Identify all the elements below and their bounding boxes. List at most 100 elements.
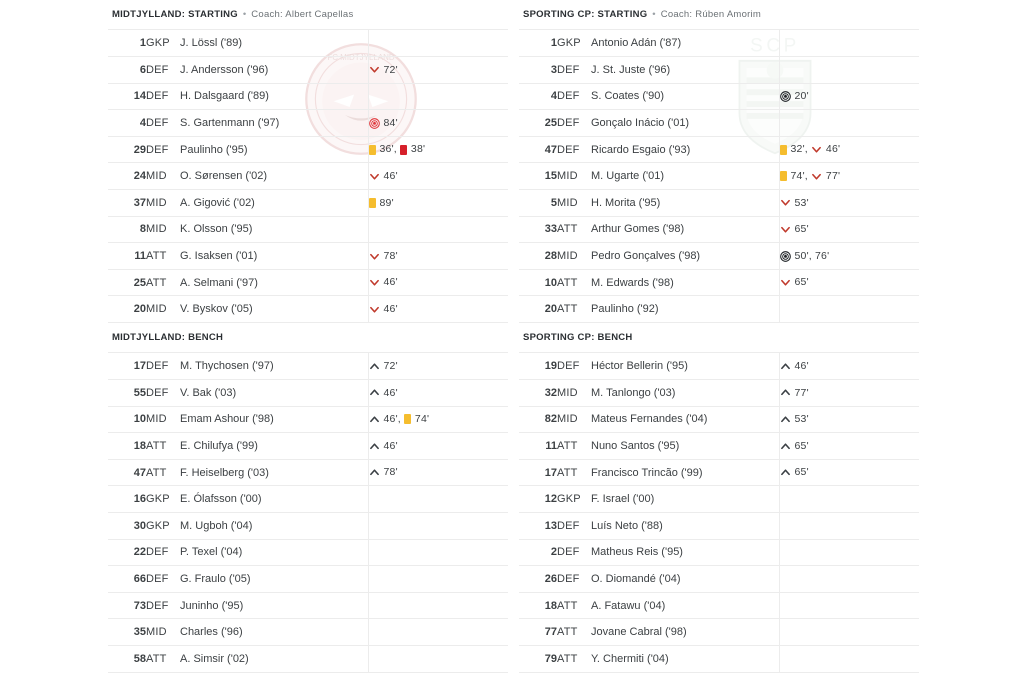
player-row[interactable]: 25 DEF Gonçalo Inácio ('01): [519, 109, 919, 137]
player-name[interactable]: Matheus Reis ('95): [591, 539, 779, 567]
player-name[interactable]: Paulinho ('95): [180, 136, 368, 164]
player-row[interactable]: 79 ATT Y. Chermiti ('04): [519, 645, 919, 673]
player-name[interactable]: A. Fatawu ('04): [591, 592, 779, 620]
player-name[interactable]: H. Morita ('95): [591, 189, 779, 217]
player-row[interactable]: 13 DEF Luís Neto ('88): [519, 512, 919, 540]
player-row[interactable]: 14 DEF H. Dalsgaard ('89): [108, 83, 508, 111]
player-row[interactable]: 29 DEF Paulinho ('95) 36', 38': [108, 136, 508, 164]
player-row[interactable]: 1 GKP Antonio Adán ('87): [519, 29, 919, 58]
sub-on-chevron-up-icon: [780, 441, 791, 452]
player-name[interactable]: Antonio Adán ('87): [591, 29, 779, 58]
player-row[interactable]: 32 MID M. Tanlongo ('03) 77': [519, 379, 919, 407]
player-name[interactable]: A. Gigović ('02): [180, 189, 368, 217]
player-name[interactable]: Charles ('96): [180, 618, 368, 646]
player-row[interactable]: 16 GKP E. Ólafsson ('00): [108, 485, 508, 513]
player-name[interactable]: O. Sørensen ('02): [180, 162, 368, 190]
player-name[interactable]: Y. Chermiti ('04): [591, 645, 779, 673]
player-row[interactable]: 10 ATT M. Edwards ('98) 65': [519, 269, 919, 297]
player-row[interactable]: 19 DEF Héctor Bellerin ('95) 46': [519, 352, 919, 380]
player-name[interactable]: J. Andersson ('96): [180, 56, 368, 84]
player-row[interactable]: 5 MID H. Morita ('95) 53': [519, 189, 919, 217]
event-minute: 46',: [383, 413, 401, 426]
player-name[interactable]: H. Dalsgaard ('89): [180, 83, 368, 111]
player-row[interactable]: 55 DEF V. Bak ('03) 46': [108, 379, 508, 407]
player-row[interactable]: 26 DEF O. Diomandé ('04): [519, 565, 919, 593]
player-name[interactable]: G. Fraulo ('05): [180, 565, 368, 593]
player-name[interactable]: O. Diomandé ('04): [591, 565, 779, 593]
player-name[interactable]: F. Israel ('00): [591, 485, 779, 513]
player-row[interactable]: 28 MID Pedro Gonçalves ('98) 50', 76': [519, 242, 919, 270]
player-name[interactable]: Francisco Trincão ('99): [591, 459, 779, 487]
player-row[interactable]: 11 ATT Nuno Santos ('95) 65': [519, 432, 919, 460]
player-name[interactable]: M. Tanlongo ('03): [591, 379, 779, 407]
player-number: 32: [519, 379, 557, 407]
player-row[interactable]: 4 DEF S. Coates ('90) 20': [519, 83, 919, 111]
player-row[interactable]: 47 ATT F. Heiselberg ('03) 78': [108, 459, 508, 487]
player-name[interactable]: Héctor Bellerin ('95): [591, 352, 779, 380]
player-name[interactable]: M. Ugarte ('01): [591, 162, 779, 190]
event-minute: 74': [414, 413, 430, 426]
player-name[interactable]: Nuno Santos ('95): [591, 432, 779, 460]
player-name[interactable]: K. Olsson ('95): [180, 216, 368, 244]
player-row[interactable]: 17 DEF M. Thychosen ('97) 72': [108, 352, 508, 380]
player-row[interactable]: 6 DEF J. Andersson ('96) 72': [108, 56, 508, 84]
player-name[interactable]: A. Simsir ('02): [180, 645, 368, 673]
player-row[interactable]: 20 MID V. Byskov ('05) 46': [108, 295, 508, 323]
player-name[interactable]: M. Edwards ('98): [591, 269, 779, 297]
player-row[interactable]: 15 MID M. Ugarte ('01) 74', 77': [519, 162, 919, 190]
player-name[interactable]: Ricardo Esgaio ('93): [591, 136, 779, 164]
player-position: MID: [146, 618, 180, 646]
player-row[interactable]: 2 DEF Matheus Reis ('95): [519, 539, 919, 567]
player-row[interactable]: 10 MID Emam Ashour ('98) 46', 74': [108, 406, 508, 434]
player-row[interactable]: 58 ATT A. Simsir ('02): [108, 645, 508, 673]
player-row[interactable]: 1 GKP J. Lössl ('89): [108, 29, 508, 58]
player-row[interactable]: 73 DEF Juninho ('95): [108, 592, 508, 620]
player-row[interactable]: 30 GKP M. Ugboh ('04): [108, 512, 508, 540]
player-name[interactable]: Luís Neto ('88): [591, 512, 779, 540]
player-row[interactable]: 11 ATT G. Isaksen ('01) 78': [108, 242, 508, 270]
player-name[interactable]: Emam Ashour ('98): [180, 406, 368, 434]
player-row[interactable]: 18 ATT A. Fatawu ('04): [519, 592, 919, 620]
player-name[interactable]: G. Isaksen ('01): [180, 242, 368, 270]
player-row[interactable]: 35 MID Charles ('96): [108, 618, 508, 646]
player-name[interactable]: S. Gartenmann ('97): [180, 109, 368, 137]
player-number: 47: [519, 136, 557, 164]
player-row[interactable]: 20 ATT Paulinho ('92): [519, 295, 919, 323]
player-row[interactable]: 18 ATT E. Chilufya ('99) 46': [108, 432, 508, 460]
player-name[interactable]: Juninho ('95): [180, 592, 368, 620]
player-row[interactable]: 17 ATT Francisco Trincão ('99) 65': [519, 459, 919, 487]
player-row[interactable]: 37 MID A. Gigović ('02) 89': [108, 189, 508, 217]
player-name[interactable]: Pedro Gonçalves ('98): [591, 242, 779, 270]
player-number: 16: [108, 485, 146, 513]
player-name[interactable]: E. Chilufya ('99): [180, 432, 368, 460]
player-name[interactable]: V. Bak ('03): [180, 379, 368, 407]
player-name[interactable]: Arthur Gomes ('98): [591, 216, 779, 244]
player-name[interactable]: Gonçalo Inácio ('01): [591, 109, 779, 137]
player-name[interactable]: M. Ugboh ('04): [180, 512, 368, 540]
player-row[interactable]: 12 GKP F. Israel ('00): [519, 485, 919, 513]
player-name[interactable]: Paulinho ('92): [591, 295, 779, 323]
player-row[interactable]: 22 DEF P. Texel ('04): [108, 539, 508, 567]
player-name[interactable]: J. Lössl ('89): [180, 29, 368, 58]
player-row[interactable]: 4 DEF S. Gartenmann ('97) 84': [108, 109, 508, 137]
player-name[interactable]: A. Selmani ('97): [180, 269, 368, 297]
player-row[interactable]: 33 ATT Arthur Gomes ('98) 65': [519, 216, 919, 244]
player-row[interactable]: 24 MID O. Sørensen ('02) 46': [108, 162, 508, 190]
player-name[interactable]: S. Coates ('90): [591, 83, 779, 111]
player-row[interactable]: 47 DEF Ricardo Esgaio ('93) 32', 46': [519, 136, 919, 164]
player-row[interactable]: 77 ATT Jovane Cabral ('98): [519, 618, 919, 646]
player-row[interactable]: 8 MID K. Olsson ('95): [108, 216, 508, 244]
player-row[interactable]: 66 DEF G. Fraulo ('05): [108, 565, 508, 593]
player-row[interactable]: 25 ATT A. Selmani ('97) 46': [108, 269, 508, 297]
player-row[interactable]: 82 MID Mateus Fernandes ('04) 53': [519, 406, 919, 434]
player-events-cell: [367, 83, 508, 111]
player-name[interactable]: F. Heiselberg ('03): [180, 459, 368, 487]
player-name[interactable]: E. Ólafsson ('00): [180, 485, 368, 513]
player-row[interactable]: 3 DEF J. St. Juste ('96): [519, 56, 919, 84]
player-name[interactable]: M. Thychosen ('97): [180, 352, 368, 380]
player-name[interactable]: Jovane Cabral ('98): [591, 618, 779, 646]
player-name[interactable]: Mateus Fernandes ('04): [591, 406, 779, 434]
player-name[interactable]: J. St. Juste ('96): [591, 56, 779, 84]
player-name[interactable]: V. Byskov ('05): [180, 295, 368, 323]
player-name[interactable]: P. Texel ('04): [180, 539, 368, 567]
